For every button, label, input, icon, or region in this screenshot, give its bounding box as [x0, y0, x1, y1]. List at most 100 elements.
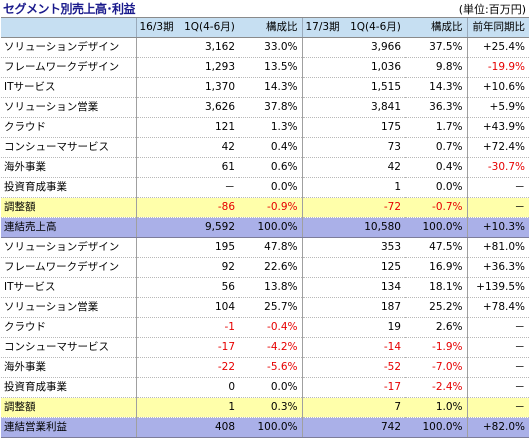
value-16: 56 [135, 277, 239, 298]
yoy-change: +10.3% [466, 217, 529, 238]
row-label: クラウド [1, 317, 136, 338]
row-label: 連結売上高 [1, 217, 136, 238]
value-17: -14 [301, 337, 405, 358]
value-16: -22 [135, 357, 239, 378]
ratio-17: 100.0% [405, 417, 467, 438]
ratio-17: 18.1% [405, 277, 467, 298]
value-17: 1,036 [301, 57, 405, 78]
value-17: -17 [301, 377, 405, 398]
yoy-change: － [466, 177, 529, 198]
ratio-16: 0.0% [239, 377, 302, 398]
value-16: 1,370 [135, 77, 239, 98]
ratio-17: 2.6% [405, 317, 467, 338]
yoy-change: +72.4% [466, 137, 529, 158]
value-17: 1 [301, 177, 405, 198]
ratio-16: 13.5% [239, 57, 302, 78]
row-label: 投資育成事業 [1, 177, 136, 198]
value-17: 19 [301, 317, 405, 338]
yoy-change: -19.9% [466, 57, 529, 78]
ratio-16: 13.8% [239, 277, 302, 298]
value-16: -1 [135, 317, 239, 338]
table-row: 投資育成事業－ 0.0% 1 0.0% － [1, 177, 529, 198]
header-cell-yoy: 前年同期比 [466, 17, 529, 38]
row-label: 調整額 [1, 397, 136, 418]
row-label: 調整額 [1, 197, 136, 218]
table-row: クラウド 121 1.3% 175 1.7% +43.9% [1, 117, 529, 138]
yoy-change: － [466, 337, 529, 358]
table-row: ソリューション営業 104 25.7% 187 25.2% +78.4% [1, 297, 529, 318]
value-16: 3,162 [135, 37, 239, 58]
row-label: ITサービス [1, 277, 136, 298]
value-16: 42 [135, 137, 239, 158]
row-label: ITサービス [1, 77, 136, 98]
ratio-16: 25.7% [239, 297, 302, 318]
value-16: 3,626 [135, 97, 239, 118]
row-label: ソリューション営業 [1, 297, 136, 318]
yoy-change: +82.0% [466, 417, 529, 438]
yoy-change: +139.5% [466, 277, 529, 298]
ratio-17: 0.7% [405, 137, 467, 158]
value-16: 121 [135, 117, 239, 138]
header-cell-ratio-16: 構成比 [239, 17, 302, 38]
ratio-16: -0.4% [239, 317, 302, 338]
value-17: 3,966 [301, 37, 405, 58]
ratio-17: 16.9% [405, 257, 467, 278]
table-row: ITサービス 1,370 14.3% 1,515 14.3% +10.6% [1, 77, 529, 98]
yoy-change: -30.7% [466, 157, 529, 178]
yoy-change: － [466, 377, 529, 398]
row-label: ソリューションデザイン [1, 237, 136, 258]
ratio-17: 14.3% [405, 77, 467, 98]
header-cell-period-16: 16/3期 1Q(4-6月) [135, 17, 239, 38]
value-17: 353 [301, 237, 405, 258]
value-17: 175 [301, 117, 405, 138]
yoy-change: +25.4% [466, 37, 529, 58]
row-label: 連結営業利益 [1, 417, 136, 438]
ratio-17: 0.0% [405, 177, 467, 198]
ratio-17: 0.4% [405, 157, 467, 178]
ratio-17: -2.4% [405, 377, 467, 398]
ratio-16: 37.8% [239, 97, 302, 118]
ratio-16: -4.2% [239, 337, 302, 358]
value-17: 3,841 [301, 97, 405, 118]
yoy-change: － [466, 317, 529, 338]
ratio-16: 22.6% [239, 257, 302, 278]
row-label: ソリューション営業 [1, 97, 136, 118]
value-16: 1 [135, 397, 239, 418]
table-row: フレームワークデザイン 1,293 13.5% 1,036 9.8% -19.9% [1, 57, 529, 78]
ratio-16: 1.3% [239, 117, 302, 138]
yoy-change: +43.9% [466, 117, 529, 138]
value-16: 92 [135, 257, 239, 278]
value-16: 408 [135, 417, 239, 438]
value-16: 1,293 [135, 57, 239, 78]
value-17: -52 [301, 357, 405, 378]
row-label: ソリューションデザイン [1, 37, 136, 58]
row-label: 投資育成事業 [1, 377, 136, 398]
row-label: フレームワークデザイン [1, 257, 136, 278]
yoy-change: － [466, 197, 529, 218]
row-label: 海外事業 [1, 157, 136, 178]
value-17: 134 [301, 277, 405, 298]
value-17: 73 [301, 137, 405, 158]
header-cell-ratio-17: 構成比 [405, 17, 467, 38]
table-row: ソリューションデザイン 3,162 33.0% 3,966 37.5% +25.4% [1, 37, 529, 58]
adjustment-row: 調整額 -86 -0.9% -72 -0.7% － [1, 197, 529, 218]
value-17: 1,515 [301, 77, 405, 98]
adjustment-row: 調整額 1 0.3% 7 1.0% － [1, 397, 529, 418]
ratio-17: 36.3% [405, 97, 467, 118]
total-row: 連結営業利益 408 100.0% 742 100.0% +82.0% [1, 417, 529, 438]
value-16: -17 [135, 337, 239, 358]
header-cell-period-17: 17/3期 1Q(4-6月) [301, 17, 405, 38]
yoy-change: +78.4% [466, 297, 529, 318]
table-row: ソリューションデザイン 195 47.8% 353 47.5% +81.0% [1, 237, 529, 258]
table-row: コンシューマサービス 42 0.4% 73 0.7% +72.4% [1, 137, 529, 158]
ratio-17: 25.2% [405, 297, 467, 318]
ratio-16: 100.0% [239, 417, 302, 438]
ratio-17: 9.8% [405, 57, 467, 78]
segment-table: 16/3期 1Q(4-6月) 構成比 17/3期 1Q(4-6月) 構成比 前年… [1, 17, 529, 438]
ratio-17: -7.0% [405, 357, 467, 378]
table-row: 海外事業 -22 -5.6% -52 -7.0% － [1, 357, 529, 378]
ratio-17: 47.5% [405, 237, 467, 258]
yoy-change: － [466, 357, 529, 378]
yoy-change: +81.0% [466, 237, 529, 258]
ratio-16: 0.6% [239, 157, 302, 178]
